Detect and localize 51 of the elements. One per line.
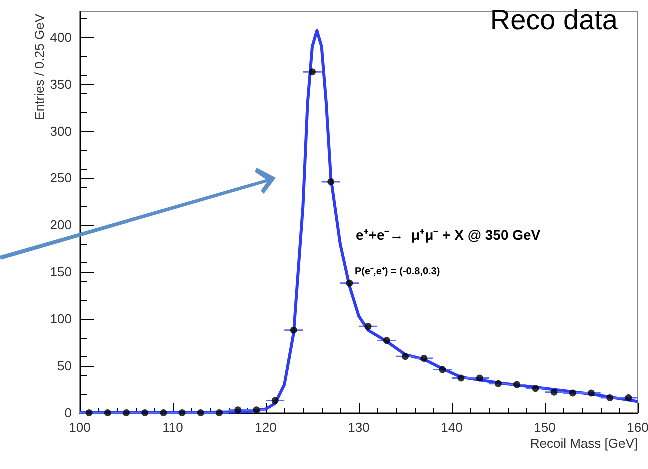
point (197, 410, 204, 416)
annotation: Reco data (490, 4, 618, 36)
point (439, 366, 446, 374)
point (346, 280, 354, 287)
y-tick-label: 100 (50, 312, 72, 327)
y-tick-label: 50 (58, 358, 72, 374)
x-tick-label: 130 (348, 420, 370, 435)
point (476, 374, 484, 382)
point (290, 326, 298, 334)
y-tick-label: 300 (50, 124, 72, 139)
x-tick-label: 150 (534, 420, 556, 435)
point (458, 374, 465, 382)
point (104, 410, 112, 416)
point (569, 390, 576, 397)
y-tick-label: 200 (50, 218, 72, 233)
y-tick-label: 250 (50, 170, 72, 186)
point (550, 388, 558, 396)
y-tick-label: 150 (50, 264, 72, 280)
point (532, 385, 540, 392)
annotation: P(e⁻,e⁺) = (-0.8,0.3) (355, 266, 440, 278)
point (364, 323, 372, 330)
x-axis-title: Recoil Mass [GeV] (530, 436, 638, 451)
point (309, 68, 316, 76)
x-tick-label: 120 (255, 420, 277, 435)
point (253, 406, 260, 414)
y-tick-label: 0 (64, 406, 72, 420)
point (123, 410, 130, 416)
point (606, 394, 614, 402)
point (272, 397, 279, 404)
point (402, 353, 409, 360)
point (420, 355, 428, 362)
point (216, 410, 223, 416)
point (328, 178, 335, 186)
x-tick-label: 110 (162, 420, 184, 435)
point (160, 410, 168, 416)
point (178, 410, 186, 416)
point (142, 410, 149, 416)
point (383, 337, 390, 344)
x-tick-label: 100 (69, 420, 91, 435)
y-tick-label: 350 (50, 76, 72, 92)
annotation: e⁺+e⁻→ μ⁺μ⁻ + X @ 350 GeV (356, 227, 542, 243)
point (588, 390, 595, 397)
point (514, 381, 521, 388)
x-tick-label: 160 (627, 420, 648, 435)
point (234, 406, 242, 414)
y-tick-label: 400 (50, 30, 72, 45)
point (495, 380, 502, 388)
x-tick-label: 140 (441, 420, 463, 435)
point (86, 410, 93, 416)
y-axis-title: Entries / 0.25 GeV (32, 14, 47, 120)
point (625, 394, 632, 402)
